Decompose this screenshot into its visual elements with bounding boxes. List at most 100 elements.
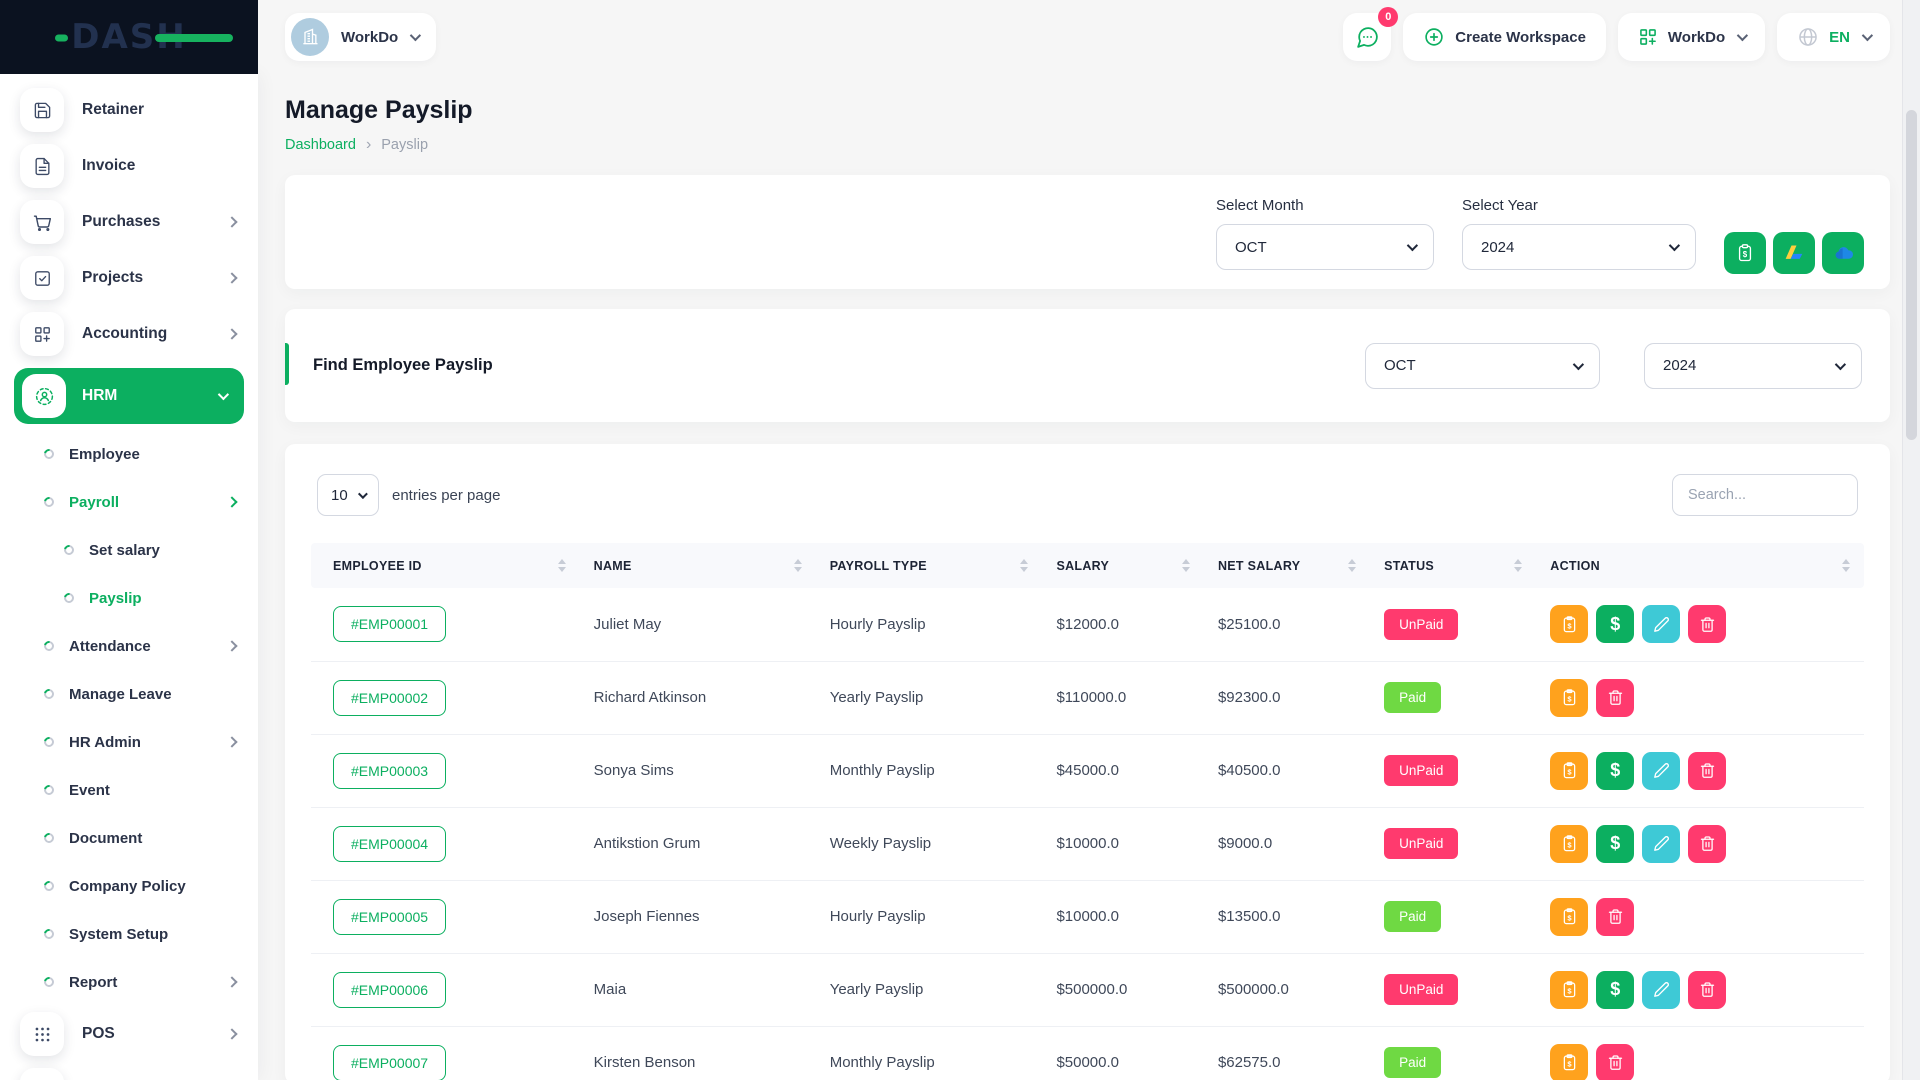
sidebar-item-set-salary[interactable]: Set salary (0, 526, 258, 574)
column-label: SALARY (1056, 558, 1110, 573)
edit-button[interactable] (1642, 751, 1681, 790)
messenger-button[interactable]: 0 (1343, 7, 1399, 61)
bullet-ring-icon (42, 447, 56, 461)
sidebar-item-projects[interactable]: Projects (0, 250, 258, 306)
payment-button[interactable]: $ (1596, 970, 1635, 1009)
bullet-ring-icon (62, 591, 76, 605)
sidebar-item-label: Invoice (82, 157, 136, 174)
language-selector[interactable]: EN (1777, 13, 1890, 61)
sidebar-item-crm[interactable]: CRM (0, 1062, 258, 1080)
net-salary: $40500.0 (1203, 734, 1371, 808)
sort-icon (557, 559, 566, 572)
sidebar-item-company-policy[interactable]: Company Policy (0, 862, 258, 910)
bulk-payslip-button[interactable]: $ (1724, 232, 1766, 274)
employee-id-badge[interactable]: #EMP00004 (333, 825, 447, 862)
column-header-salary[interactable]: SALARY (1042, 543, 1204, 588)
payslip-button[interactable]: $ (1550, 824, 1589, 863)
edit-button[interactable] (1642, 605, 1681, 644)
google-drive-export-button[interactable] (1773, 232, 1815, 274)
sidebar-item-payroll[interactable]: Payroll (0, 478, 258, 526)
breadcrumb-dashboard-link[interactable]: Dashboard (285, 137, 356, 153)
salary: $10000.0 (1042, 880, 1204, 954)
delete-button[interactable] (1596, 897, 1635, 936)
svg-text:$: $ (1743, 250, 1748, 259)
workspace-switcher[interactable]: WorkDo (285, 13, 437, 61)
sidebar-item-accounting[interactable]: Accounting (0, 306, 258, 362)
scrollbar-thumb[interactable] (1906, 110, 1917, 440)
find-year-select[interactable]: 2024 (1644, 342, 1862, 389)
sidebar-item-purchases[interactable]: Purchases (0, 194, 258, 250)
sidebar-item-attendance[interactable]: Attendance (0, 622, 258, 670)
payslip-button[interactable]: $ (1550, 605, 1589, 644)
payment-button[interactable]: $ (1596, 751, 1635, 790)
sidebar-item-hr-admin[interactable]: HR Admin (0, 718, 258, 766)
payroll-type: Hourly Payslip (815, 880, 1043, 954)
delete-button[interactable] (1688, 824, 1727, 863)
column-header-payroll-type[interactable]: PAYROLL TYPE (815, 543, 1043, 588)
employee-name: Maia (579, 953, 816, 1027)
sidebar-item-pos[interactable]: POS (0, 1006, 258, 1062)
column-header-name[interactable]: NAME (579, 543, 816, 588)
sidebar-item-label: Purchases (82, 213, 161, 230)
year-select[interactable]: 2024 (1462, 224, 1696, 270)
payment-button[interactable]: $ (1596, 605, 1635, 644)
sidebar-item-label: HRM (82, 387, 118, 404)
sidebar-item-hrm[interactable]: HRM (14, 368, 244, 424)
sidebar-item-document[interactable]: Document (0, 814, 258, 862)
sidebar-item-label: Set salary (89, 541, 160, 559)
search-input[interactable] (1672, 474, 1858, 516)
edit-button[interactable] (1642, 824, 1681, 863)
delete-button[interactable] (1596, 678, 1635, 717)
month-select[interactable]: OCT (1216, 224, 1434, 270)
employee-id-badge[interactable]: #EMP00005 (333, 898, 447, 935)
employee-id-badge[interactable]: #EMP00002 (333, 679, 447, 716)
column-header-status[interactable]: STATUS (1370, 543, 1537, 588)
find-month-select[interactable]: OCT (1365, 342, 1600, 389)
column-header-employee-id[interactable]: EMPLOYEE ID (311, 543, 580, 588)
sidebar-item-retainer[interactable]: Retainer (0, 82, 258, 138)
sidebar-item-payslip[interactable]: Payslip (0, 574, 258, 622)
employee-id-badge[interactable]: #EMP00003 (333, 752, 447, 789)
bullet-ring-icon (42, 879, 56, 893)
employee-id-badge[interactable]: #EMP00001 (333, 606, 447, 643)
sidebar-item-system-setup[interactable]: System Setup (0, 910, 258, 958)
row-actions: $ $ (1550, 751, 1850, 790)
sidebar-item-report[interactable]: Report (0, 958, 258, 1006)
delete-button[interactable] (1688, 970, 1727, 1009)
workdo-menu-button[interactable]: WorkDo (1617, 13, 1766, 61)
payslip-button[interactable]: $ (1550, 678, 1589, 717)
payment-button[interactable]: $ (1596, 824, 1635, 863)
row-actions: $ (1550, 1043, 1850, 1080)
sidebar-item-event[interactable]: Event (0, 766, 258, 814)
create-workspace-button[interactable]: Create Workspace (1403, 13, 1606, 61)
entries-count-select[interactable]: 10 (317, 474, 379, 516)
payslip-button[interactable]: $ (1550, 751, 1589, 790)
delete-button[interactable] (1688, 751, 1727, 790)
salary: $45000.0 (1042, 734, 1204, 808)
net-salary: $62575.0 (1217, 1054, 1281, 1072)
breadcrumb-separator-icon: › (365, 136, 372, 153)
sidebar-item-invoice[interactable]: Invoice (0, 138, 258, 194)
bullet-ring-icon (42, 639, 56, 653)
sidebar-item-manage-leave[interactable]: Manage Leave (0, 670, 258, 718)
payslip-button[interactable]: $ (1550, 897, 1589, 936)
building-icon (303, 28, 318, 45)
employee-id-badge[interactable]: #EMP00007 (333, 1044, 447, 1080)
export-buttons: $ (1724, 232, 1864, 274)
payslip-button[interactable]: $ (1550, 1043, 1589, 1080)
cloud-export-button[interactable] (1822, 232, 1864, 274)
delete-button[interactable] (1596, 1043, 1635, 1080)
language-code: EN (1829, 28, 1850, 46)
sidebar-item-employee[interactable]: Employee (0, 430, 258, 478)
employee-id-badge[interactable]: #EMP00006 (333, 971, 447, 1008)
column-header-action[interactable]: ACTION (1536, 543, 1864, 588)
column-header-net-salary[interactable]: NET SALARY (1203, 543, 1371, 588)
status-badge: UnPaid (1384, 828, 1459, 859)
dash-logo[interactable]: DASH (55, 17, 233, 57)
page-scrollbar[interactable] (1902, 0, 1920, 1080)
status-badge: Paid (1384, 682, 1442, 713)
delete-button[interactable] (1688, 605, 1727, 644)
payslip-button[interactable]: $ (1550, 970, 1589, 1009)
edit-button[interactable] (1642, 970, 1681, 1009)
svg-text:$: $ (1567, 1060, 1572, 1069)
